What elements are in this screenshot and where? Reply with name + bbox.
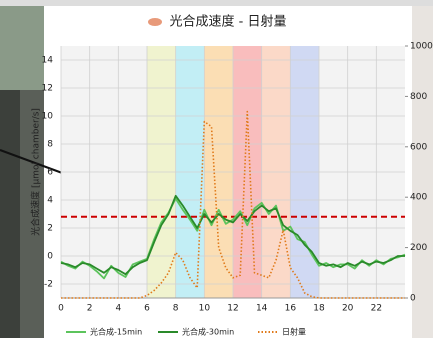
x-tick-label: 18 [313,304,325,314]
legend-label: 日射量 [282,327,306,337]
chart-title: 光合成速度 - 日射量 [170,14,287,30]
y-tick-label: 12 [42,84,53,94]
x-tick-label: 10 [199,304,211,314]
photo-left-top [0,0,44,90]
y-tick-label: 6 [47,168,53,178]
photo-left-road [0,90,20,338]
y2-tick-label: 0 [410,294,416,304]
y-tick-label: 10 [42,112,54,122]
top-edge [0,0,433,6]
y2-tick-label: 1000 [410,42,433,52]
legend-label: 光合成-30min [182,327,234,337]
x-tick-label: 4 [115,304,121,314]
y-tick-label: -2 [44,280,53,290]
x-tick-label: 16 [285,304,297,314]
y2-tick-label: 800 [410,92,427,102]
x-tick-label: 8 [173,304,179,314]
x-tick-label: 22 [371,304,382,314]
y-tick-label: 2 [47,224,53,234]
y2-tick-label: 200 [410,243,427,253]
x-tick-label: 14 [256,304,268,314]
y-tick-label: 14 [42,56,54,66]
y2-tick-label: 400 [410,193,427,203]
y-tick-label: 0 [47,252,53,262]
y2-tick-label: 600 [410,142,427,152]
y-axis-label: 光合成速度 [μmol chamber/s] [30,108,42,236]
x-tick-label: 2 [87,304,93,314]
slide: 光合成速度 - 日射量 光合成速度 [μmol chamber/s] 0 2 4 6 8… [0,0,433,338]
x-tick-label: 0 [58,304,64,314]
title-icon [148,18,162,26]
y-tick-label: 4 [47,196,53,206]
x-tick-label: 12 [227,304,238,314]
x-tick-label: 20 [342,304,354,314]
x-tick-label: 6 [144,304,150,314]
y-tick-label: 8 [47,140,53,150]
legend-label: 光合成-15min [90,327,142,337]
